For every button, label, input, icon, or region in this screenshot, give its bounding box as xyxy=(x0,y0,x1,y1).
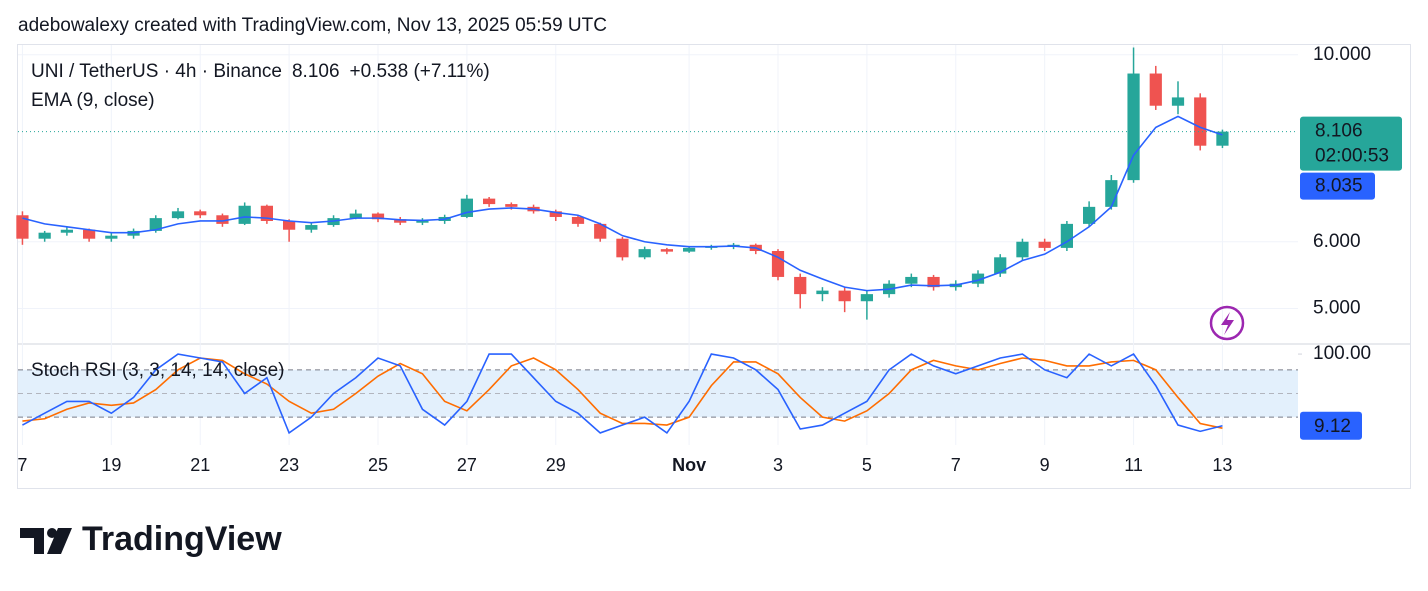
ema-label-box xyxy=(1300,172,1375,200)
candle-body xyxy=(638,249,651,258)
last-price: 8.106 xyxy=(292,61,340,82)
candle-body xyxy=(971,273,985,284)
candle-body xyxy=(816,290,829,295)
candle-body xyxy=(505,204,518,207)
candle-body xyxy=(105,235,118,239)
logo-mark xyxy=(47,528,72,554)
attribution: adebowalexy created with TradingView.com… xyxy=(18,15,607,36)
stoch-line xyxy=(22,353,1223,435)
candle-body xyxy=(771,251,785,277)
candle-body xyxy=(571,216,585,224)
y-tick-label: 5.000 xyxy=(1313,297,1361,318)
candle-body xyxy=(1194,97,1207,146)
candle-body xyxy=(83,229,96,239)
stoch-label: 9.12 xyxy=(1314,416,1351,437)
y-tick-label: 10.000 xyxy=(1313,44,1371,65)
candle-body xyxy=(216,215,229,224)
y-tick-label: 100.00 xyxy=(1313,343,1371,364)
x-tick-label: 5 xyxy=(862,455,872,475)
ema-line xyxy=(22,115,1223,292)
candle-body xyxy=(416,220,429,223)
candle-body xyxy=(1149,73,1162,106)
candle-body xyxy=(305,225,318,230)
x-tick-label: 21 xyxy=(190,455,210,475)
candle-body xyxy=(1105,180,1118,207)
x-tick-label: 3 xyxy=(773,455,783,475)
candle-body xyxy=(60,229,73,233)
x-tick-label: 7 xyxy=(17,455,27,475)
candle-body xyxy=(1083,206,1096,224)
chart-frame xyxy=(17,44,1411,489)
x-tick-label: 29 xyxy=(546,455,566,475)
brand-logo: TradingView xyxy=(20,520,282,558)
alert-icon[interactable] xyxy=(1209,305,1245,341)
y-tick-label: 6.000 xyxy=(1313,231,1361,252)
candle-body xyxy=(683,247,696,252)
candle-body xyxy=(283,220,296,230)
x-tick-label: 11 xyxy=(1124,455,1143,475)
symbol-title: UNI / TetherUS · 4h · Binance xyxy=(31,61,282,82)
price-label-box xyxy=(1300,116,1402,171)
candle-body xyxy=(483,198,496,205)
countdown-label: 02:00:53 xyxy=(1315,146,1389,167)
candle-body xyxy=(194,211,207,216)
x-tick-label: 13 xyxy=(1212,455,1232,475)
candle-body xyxy=(371,213,385,220)
candle-body xyxy=(660,249,673,252)
x-tick-label: 19 xyxy=(101,455,121,475)
candle-body xyxy=(1127,73,1140,181)
candle-body xyxy=(860,294,873,302)
candle-body xyxy=(927,276,940,288)
candle-body xyxy=(1216,131,1229,146)
candle-body xyxy=(38,232,51,239)
logo-dot xyxy=(47,528,57,538)
x-tick-label: 27 xyxy=(457,455,477,475)
candle-body xyxy=(238,205,251,224)
logo-mark xyxy=(20,528,44,554)
candle-body xyxy=(1016,241,1029,258)
candle-body xyxy=(149,218,162,231)
candle-body xyxy=(905,276,918,284)
overlay: UNI / TetherUS · 4h · Binance 8.106 +0.5… xyxy=(20,61,1245,558)
ema-label: 8.035 xyxy=(1315,176,1363,197)
candle-body xyxy=(394,219,407,223)
x-tick-label: 7 xyxy=(951,455,961,475)
stoch-line xyxy=(22,357,1223,429)
candle-body xyxy=(794,276,807,295)
candle-body xyxy=(616,238,629,258)
candle-body xyxy=(838,290,851,302)
stoch-legend: Stoch RSI (3, 3, 14, 14, close) xyxy=(31,360,284,381)
candle-body xyxy=(171,211,185,219)
x-tick-label: Nov xyxy=(672,455,706,475)
lightning xyxy=(1221,312,1234,335)
candle-body xyxy=(1171,97,1185,106)
candle-body xyxy=(594,223,607,239)
x-tick-label: 9 xyxy=(1040,455,1050,475)
price-change: +0.538 (+7.11%) xyxy=(350,61,490,82)
candle-body xyxy=(549,211,562,217)
ema-legend: EMA (9, close) xyxy=(31,90,155,111)
brand-name: TradingView xyxy=(82,520,282,558)
plot-area: 7 19 21 23 25 27 29 Nov 3 5 7 9 11 13 5.000 6.000 10.000… xyxy=(16,44,1402,475)
x-tick-label: 25 xyxy=(368,455,388,475)
price-label: 8.106 xyxy=(1315,121,1363,142)
stoch-label-box xyxy=(1300,411,1362,440)
candle-body xyxy=(349,213,362,219)
candle-body xyxy=(1060,223,1073,248)
candle-body xyxy=(16,215,29,239)
candle-body xyxy=(994,257,1007,274)
x-tick-label: 23 xyxy=(279,455,299,475)
candle-body xyxy=(1038,241,1051,248)
